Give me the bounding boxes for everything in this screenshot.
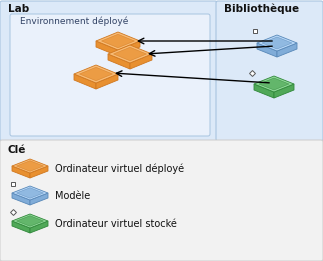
Polygon shape <box>12 186 48 200</box>
Text: Bibliothèque: Bibliothèque <box>224 4 299 15</box>
Polygon shape <box>257 35 297 51</box>
FancyBboxPatch shape <box>10 14 210 136</box>
Polygon shape <box>108 54 130 69</box>
Text: Ordinateur virtuel stocké: Ordinateur virtuel stocké <box>55 219 177 229</box>
Text: Environnement déployé: Environnement déployé <box>20 17 128 27</box>
Polygon shape <box>274 84 294 98</box>
Polygon shape <box>12 166 30 178</box>
Polygon shape <box>96 74 118 89</box>
Polygon shape <box>113 47 147 61</box>
Polygon shape <box>30 166 48 178</box>
Polygon shape <box>277 43 297 57</box>
Polygon shape <box>254 84 274 98</box>
FancyBboxPatch shape <box>216 1 323 141</box>
Polygon shape <box>254 76 294 92</box>
Polygon shape <box>259 78 289 90</box>
Polygon shape <box>118 41 140 56</box>
Polygon shape <box>74 65 118 83</box>
Polygon shape <box>12 214 48 228</box>
Polygon shape <box>16 161 44 171</box>
Polygon shape <box>262 37 292 49</box>
Text: Clé: Clé <box>8 145 26 155</box>
Polygon shape <box>96 32 140 50</box>
Text: Modèle: Modèle <box>55 191 90 201</box>
Polygon shape <box>16 188 44 198</box>
Polygon shape <box>12 193 30 205</box>
Text: Lab: Lab <box>8 4 29 14</box>
Polygon shape <box>101 34 134 48</box>
Polygon shape <box>12 221 30 233</box>
Polygon shape <box>108 45 152 63</box>
Polygon shape <box>30 221 48 233</box>
Polygon shape <box>79 67 112 81</box>
Polygon shape <box>30 193 48 205</box>
Text: Ordinateur virtuel déployé: Ordinateur virtuel déployé <box>55 164 184 174</box>
Polygon shape <box>12 159 48 173</box>
Polygon shape <box>16 216 44 226</box>
FancyBboxPatch shape <box>0 140 323 261</box>
Polygon shape <box>96 41 118 56</box>
Polygon shape <box>257 43 277 57</box>
Polygon shape <box>130 54 152 69</box>
FancyBboxPatch shape <box>0 1 217 141</box>
Polygon shape <box>74 74 96 89</box>
